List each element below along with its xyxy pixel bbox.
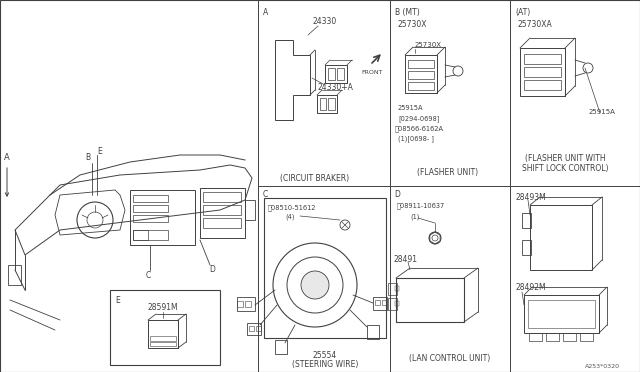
Bar [130,190,195,245]
Bar [264,198,386,338]
Bar [237,297,255,311]
Text: 25730XA: 25730XA [518,20,553,29]
Text: 28491: 28491 [394,255,418,264]
Bar [520,48,565,96]
Text: E: E [98,147,102,155]
Bar [133,205,168,212]
Bar [325,65,347,83]
Bar [408,71,434,79]
Bar [382,300,386,305]
Bar [524,295,599,333]
Bar [328,68,335,80]
Text: Ⓝ08566-6162A: Ⓝ08566-6162A [395,125,444,132]
Text: D: D [209,266,215,275]
Text: SHIFT LOCK CONTROL): SHIFT LOCK CONTROL) [522,164,608,173]
Text: E: E [115,296,120,305]
Text: 24330: 24330 [313,17,337,26]
Text: 25730X: 25730X [398,20,428,29]
Bar [524,67,561,77]
Bar [133,215,168,222]
Text: FRONT: FRONT [361,71,383,76]
Text: C: C [145,270,150,279]
Bar [110,290,220,365]
Bar [317,95,337,113]
Bar [546,333,559,341]
Bar [8,265,21,285]
Text: C: C [263,190,268,199]
Bar [563,333,576,341]
Bar [320,98,326,110]
Bar [237,301,243,307]
Text: (CIRCUIT BRAKER): (CIRCUIT BRAKER) [280,173,349,183]
Text: (4): (4) [285,214,294,221]
Text: (STEERING WIRE): (STEERING WIRE) [292,359,358,369]
Bar [396,278,464,322]
Bar [580,333,593,341]
Bar [367,325,379,339]
Text: 28493M: 28493M [515,193,546,202]
Text: (FLASHER UNIT WITH: (FLASHER UNIT WITH [525,154,605,163]
Bar [133,230,168,240]
Bar [275,340,287,354]
Text: B (MT): B (MT) [395,8,420,17]
Text: 25554: 25554 [313,352,337,360]
Bar [388,283,397,295]
Text: 25730X: 25730X [415,42,442,48]
Bar [337,68,344,80]
Text: (1)[0698- ]: (1)[0698- ] [398,135,434,142]
Text: 25915A: 25915A [588,109,615,115]
Text: (FLASHER UNIT): (FLASHER UNIT) [417,167,479,176]
Bar [395,301,399,306]
Bar [133,230,148,240]
Bar [522,213,531,228]
Text: A253*0320: A253*0320 [585,363,620,369]
Bar [528,300,595,328]
Bar [247,323,261,335]
Bar [405,55,437,93]
Bar [150,336,176,341]
Text: (LAN CONTROL UNIT): (LAN CONTROL UNIT) [410,353,491,362]
Bar [203,192,241,202]
Text: A: A [4,154,10,163]
Bar [524,54,561,64]
Bar [133,195,168,202]
Bar [375,300,380,305]
Bar [328,98,335,110]
Text: 25915A: 25915A [398,105,424,111]
Bar [395,286,399,291]
Bar [522,240,531,255]
Bar [245,200,255,220]
Bar [203,205,241,215]
Circle shape [301,271,329,299]
Text: 28492M: 28492M [515,283,546,292]
Bar [408,82,434,90]
Text: 24330+A: 24330+A [317,83,353,93]
Text: A: A [263,8,268,17]
Bar [529,333,542,341]
Text: (AT): (AT) [515,8,531,17]
Bar [373,297,387,310]
Text: [0294-0698]: [0294-0698] [398,115,440,122]
Bar [524,80,561,90]
Bar [388,298,397,310]
Bar [256,326,261,331]
Bar [150,342,176,346]
Text: 28591M: 28591M [148,304,179,312]
Bar [249,326,254,331]
Bar [203,218,241,228]
Bar [200,188,245,238]
Text: B: B [85,154,91,163]
Bar [408,60,434,68]
Text: Ⓞ08911-10637: Ⓞ08911-10637 [397,202,445,209]
Bar [530,205,592,270]
Bar [148,320,178,348]
Text: D: D [394,190,400,199]
Bar [245,301,251,307]
Text: Ⓞ08510-51612: Ⓞ08510-51612 [268,204,317,211]
Text: (1): (1) [410,213,419,219]
